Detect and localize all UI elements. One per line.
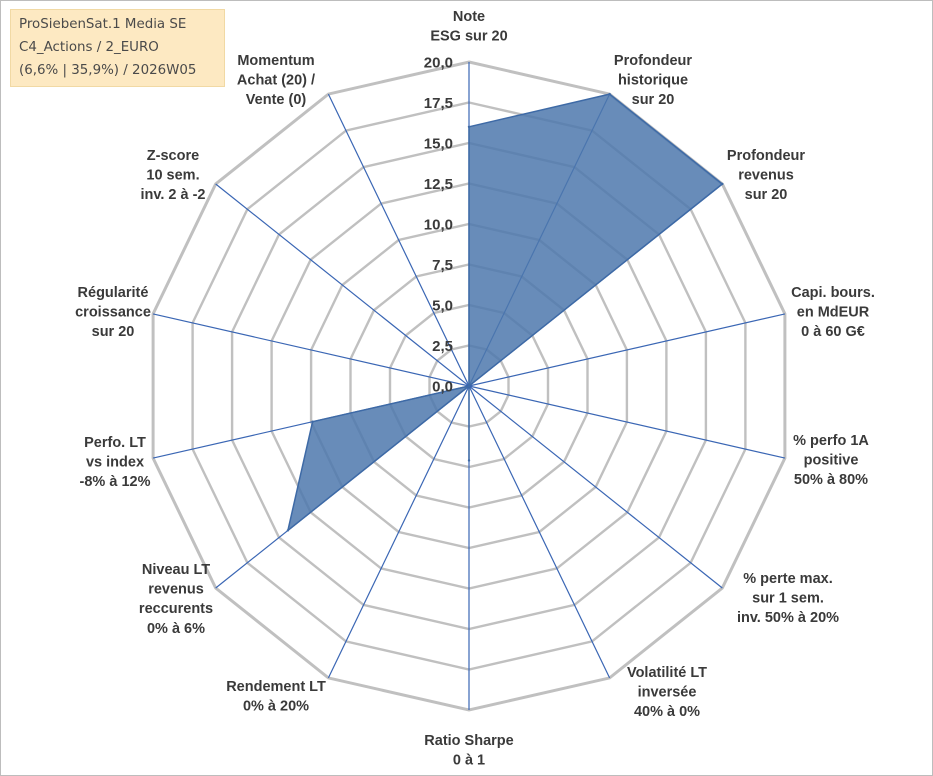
axis-label-line: revenus (738, 168, 794, 184)
axis-label-line: Vente (0) (246, 92, 307, 108)
axis-label-line: croissance (75, 305, 151, 321)
axis-label-line: sur 20 (92, 324, 135, 340)
axis-label-line: ESG sur 20 (430, 29, 507, 45)
axis-label-line: en MdEUR (797, 305, 870, 321)
axis-label: Z-score 10 sem. inv. 2 à -2 (140, 148, 205, 203)
axis-label-layer: Note ESG sur 20 Profondeur historique sur 20… (75, 9, 875, 769)
radial-tick-label: 12,5 (424, 176, 453, 193)
tick-layer: 0,0 2,5 5,0 7,5 10,0 12,5 15,0 17,5 20,0 (424, 55, 453, 396)
axis-label-line: inv. 2 à -2 (140, 187, 205, 203)
axis-spoke (468, 385, 786, 459)
axis-label-line: Profondeur (614, 53, 692, 69)
axis-label-line: 0 à 60 G€ (801, 324, 865, 340)
axis-label-line: inv. 50% à 20% (737, 610, 839, 626)
data-layer (286, 92, 724, 532)
data-point (467, 125, 471, 128)
axis-label: Capi. bours. en MdEUR 0 à 60 G€ (791, 285, 875, 340)
axis-label: % perfo 1A positive 50% à 80% (793, 433, 869, 488)
axis-spoke (327, 385, 470, 679)
radial-tick-label: 15,0 (424, 136, 453, 153)
info-company: ProSiebenSat.1 Media SE (19, 17, 187, 32)
axis-label-line: vs index (86, 455, 144, 471)
axis-label: Volatilité LT inversée 40% à 0% (627, 665, 707, 720)
axis-label: Régularité croissance sur 20 (75, 285, 151, 340)
data-series-area (287, 93, 724, 532)
axis-label-line: sur 20 (632, 92, 675, 108)
axis-label-line: historique (618, 73, 688, 89)
info-stats: (6,6% | 35,9%) / 2026W05 (19, 63, 197, 78)
axis-label-line: reccurents (139, 601, 213, 617)
axis-label: Rendement LT 0% à 20% (226, 679, 326, 715)
axis-label-line: Momentum (237, 53, 314, 69)
axis-label: % perte max. sur 1 sem. inv. 50% à 20% (737, 571, 839, 626)
axis-label: Note ESG sur 20 (430, 9, 507, 45)
data-point (286, 529, 290, 532)
data-point (467, 384, 471, 388)
axis-spoke (468, 313, 786, 387)
axis-spoke (215, 183, 470, 387)
radial-tick-label: 0,0 (432, 379, 453, 396)
axis-label-line: Profondeur (727, 148, 805, 164)
radial-tick-label: 17,5 (424, 95, 453, 112)
axis-label-line: 40% à 0% (634, 704, 700, 720)
axis-label-line: 0 à 1 (453, 753, 485, 769)
data-point (311, 420, 314, 423)
axis-label-line: Perfo. LT (84, 435, 146, 451)
axis-label-line: Achat (20) / (237, 73, 315, 89)
radial-tick-label: 5,0 (432, 298, 453, 315)
axis-spoke (468, 385, 723, 589)
axis-spoke (152, 313, 470, 387)
axis-label-line: % perfo 1A (793, 433, 869, 449)
axis-label: Profondeur revenus sur 20 (727, 148, 805, 203)
axis-label-line: Niveau LT (142, 562, 210, 578)
axis-label-line: Ratio Sharpe (424, 733, 513, 749)
axis-label-line: Rendement LT (226, 679, 326, 695)
axis-label: Niveau LT revenus reccurents 0% à 6% (139, 562, 213, 637)
axis-label-line: positive (804, 453, 859, 469)
axis-spoke (468, 385, 611, 679)
radial-tick-label: 20,0 (424, 55, 453, 72)
axis-label-line: inversée (638, 685, 697, 701)
axis-label-line: 0% à 20% (243, 699, 309, 715)
info-category: C4_Actions / 2_EURO (19, 40, 159, 55)
axis-label: Momentum Achat (20) / Vente (0) (237, 53, 315, 108)
axis-label-line: revenus (148, 582, 204, 598)
axis-label-line: -8% à 12% (80, 474, 151, 490)
axis-label-line: Z-score (147, 148, 199, 164)
radial-tick-label: 10,0 (424, 217, 453, 234)
axis-label: Perfo. LT vs index -8% à 12% (80, 435, 151, 490)
axis-label-line: Capi. bours. (791, 285, 875, 301)
axis-label-line: 0% à 6% (147, 621, 205, 637)
data-point (608, 92, 611, 96)
info-box: ProSiebenSat.1 Media SE C4_Actions / 2_E… (10, 9, 225, 87)
axis-label-line: 50% à 80% (794, 472, 868, 488)
axis-spoke (327, 93, 470, 387)
axis-label: Profondeur historique sur 20 (614, 53, 692, 108)
axis-label-line: Note (453, 9, 485, 25)
axis-label-line: sur 20 (745, 187, 788, 203)
data-point (721, 182, 724, 186)
data-point (467, 459, 471, 462)
radial-tick-label: 7,5 (432, 257, 453, 274)
axis-label-line: 10 sem. (146, 168, 199, 184)
radial-tick-label: 2,5 (432, 338, 453, 355)
axis-label: Ratio Sharpe 0 à 1 (424, 733, 513, 769)
axis-label-line: Volatilité LT (627, 665, 707, 681)
axis-label-line: Régularité (78, 285, 149, 301)
axis-label-line: sur 1 sem. (752, 591, 824, 607)
axis-label-line: % perte max. (743, 571, 832, 587)
